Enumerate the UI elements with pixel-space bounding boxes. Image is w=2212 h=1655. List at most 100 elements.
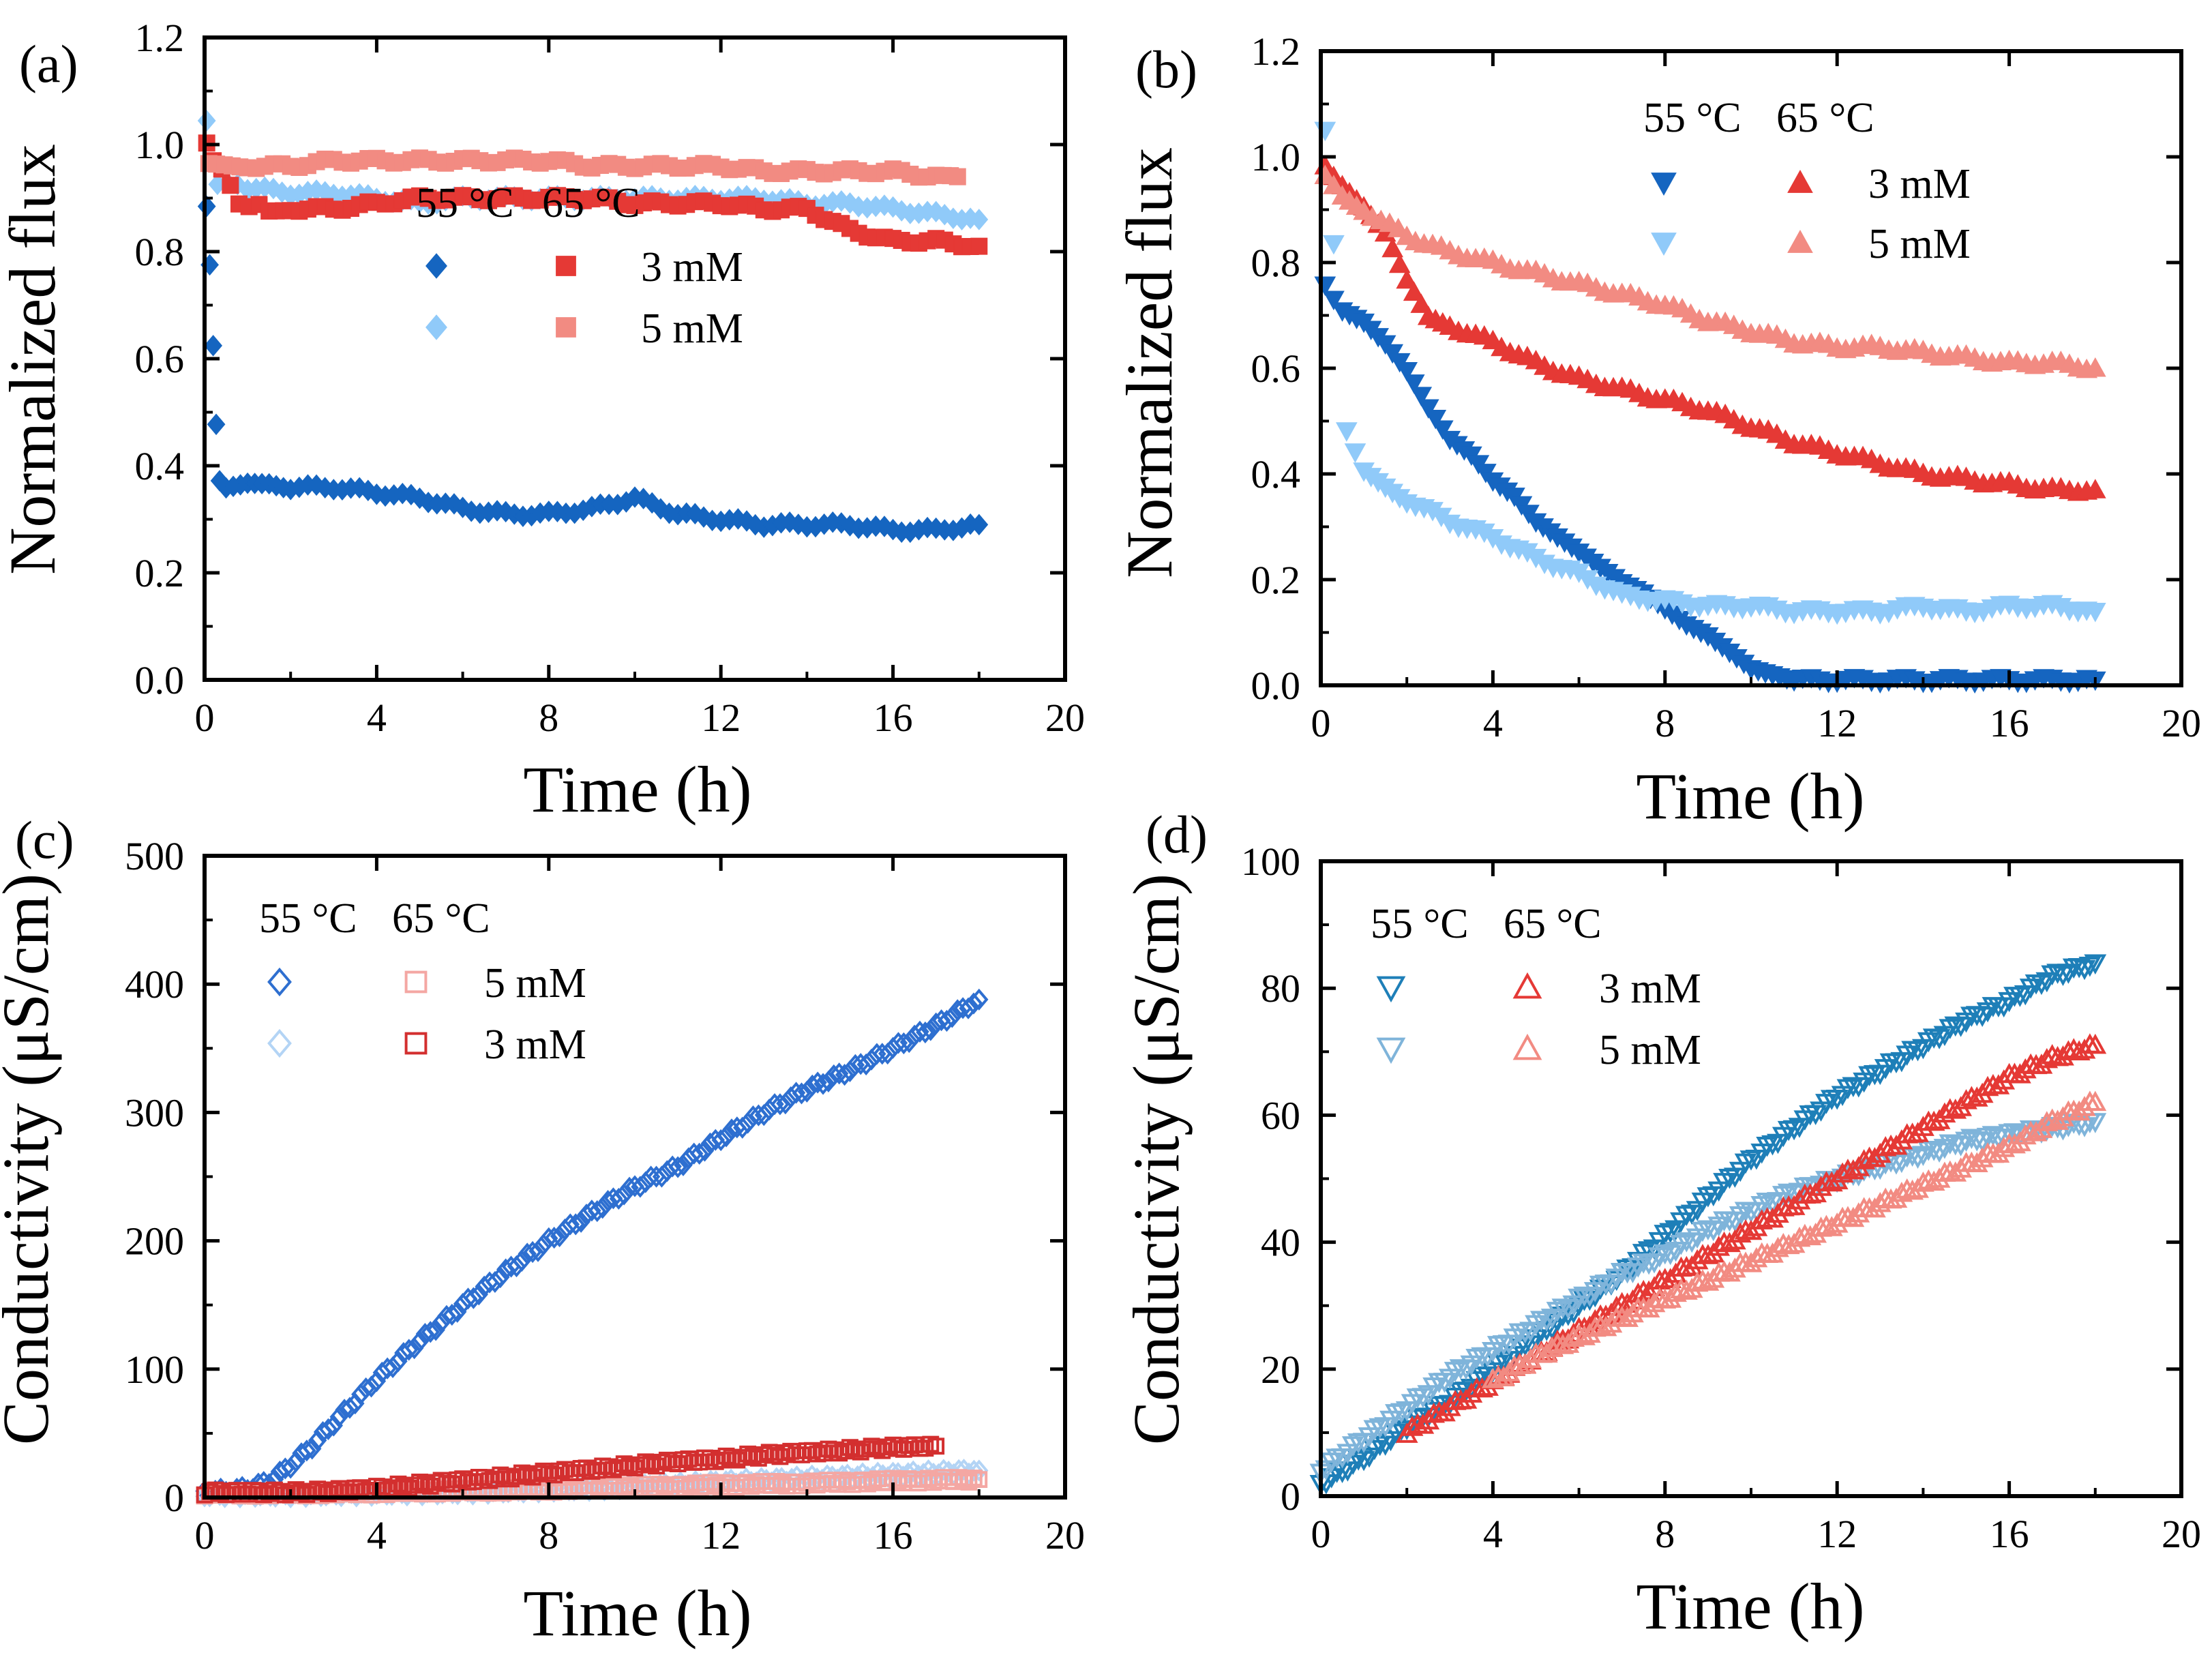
x-tick-label: 8 xyxy=(1655,1512,1675,1556)
data-point xyxy=(1761,1242,1784,1263)
legend-marker-65 xyxy=(1787,229,1813,253)
data-point xyxy=(631,1176,650,1198)
legend-label: 5 mM xyxy=(1868,221,1971,267)
y-tick-label: 0.0 xyxy=(1251,664,1301,708)
data-point xyxy=(1654,1225,1677,1245)
data-point xyxy=(717,1125,736,1148)
data-point xyxy=(1535,1311,1558,1332)
legend-marker-55 xyxy=(425,314,447,340)
series-b-1 xyxy=(1314,121,2106,625)
data-point xyxy=(1344,443,1366,463)
data-point xyxy=(1761,1193,1784,1214)
legend-marker-65 xyxy=(1512,972,1542,999)
series-d-3 xyxy=(1482,1090,2107,1388)
data-point xyxy=(1820,1216,1843,1236)
data-point xyxy=(934,1459,953,1481)
x-tick-label: 20 xyxy=(2162,701,2201,745)
data-point xyxy=(1403,281,1425,301)
data-point xyxy=(551,1462,568,1480)
data-point xyxy=(948,168,966,185)
y-tick-label: 80 xyxy=(1261,966,1300,1011)
data-point xyxy=(1718,1232,1741,1253)
data-marks-a xyxy=(197,110,989,543)
data-point xyxy=(454,1470,471,1488)
data-point xyxy=(777,1444,794,1461)
y-tick-label: 0.8 xyxy=(135,230,185,274)
data-point xyxy=(863,1437,880,1455)
data-point xyxy=(906,1436,923,1454)
x-axis-label-a: Time (h) xyxy=(523,753,751,826)
data-point xyxy=(1323,175,1345,194)
data-point xyxy=(674,1154,693,1176)
data-point xyxy=(1739,1252,1763,1272)
data-point xyxy=(680,1450,698,1467)
data-point xyxy=(1535,1342,1558,1363)
data-point xyxy=(1600,1312,1623,1333)
data-point xyxy=(1486,1354,1510,1375)
data-point xyxy=(702,1449,719,1467)
data-point xyxy=(1761,1135,1784,1156)
y-tick-label: 0.4 xyxy=(135,444,185,488)
data-point xyxy=(2078,956,2102,977)
x-tick-label: 8 xyxy=(1655,701,1675,745)
data-point xyxy=(523,1240,542,1264)
x-tick-label: 16 xyxy=(1990,1512,2029,1556)
y-tick-label: 1.0 xyxy=(1251,135,1301,179)
data-point xyxy=(545,1226,564,1249)
data-point xyxy=(776,1092,795,1115)
y-tick-label: 1.0 xyxy=(135,123,185,167)
x-axis-label-d: Time (h) xyxy=(1636,1570,1864,1643)
data-point xyxy=(512,1249,532,1272)
data-point xyxy=(1691,1221,1714,1242)
data-point xyxy=(1836,1079,1859,1100)
panel-b: (b) Normalized flux Time (h) 0 4 8 12 16 20 0.… xyxy=(1113,29,2201,833)
data-point xyxy=(918,1459,938,1482)
panel-label-b: (b) xyxy=(1135,40,1197,99)
data-point xyxy=(668,1156,687,1178)
data-point xyxy=(949,1459,968,1481)
panel-a: (a) Normalized flux Time (h) 0 4 8 12 16 20 0.… xyxy=(0,16,1085,826)
data-point xyxy=(432,1311,451,1334)
data-point xyxy=(2057,1040,2080,1060)
data-point xyxy=(970,209,989,230)
ticks-c xyxy=(203,854,1067,1500)
data-point xyxy=(1431,420,1454,440)
x-tick-label: 0 xyxy=(1311,701,1331,745)
data-point xyxy=(1842,1159,1865,1180)
legend-header-65: 65 °C xyxy=(542,180,640,226)
data-point xyxy=(878,1042,897,1065)
data-point xyxy=(689,1142,709,1165)
y-tick-label: 300 xyxy=(125,1090,184,1135)
y-axis-label-b: Normalized flux xyxy=(1113,147,1186,578)
data-point xyxy=(835,1064,854,1086)
data-point xyxy=(1410,293,1433,313)
data-point xyxy=(2041,965,2064,986)
data-point xyxy=(507,1255,526,1278)
data-point xyxy=(1739,1219,1763,1240)
legend-label: 3 mM xyxy=(484,1022,586,1068)
data-point xyxy=(197,110,216,132)
y-tick-label: 400 xyxy=(125,962,184,1007)
data-point xyxy=(1939,1019,1962,1039)
data-point xyxy=(2046,964,2069,984)
data-marks-b xyxy=(1314,121,2106,694)
x-tick-label: 8 xyxy=(539,696,558,740)
data-point xyxy=(578,1459,595,1477)
x-tick-label: 4 xyxy=(1483,1512,1503,1556)
data-point xyxy=(281,1457,300,1479)
data-point xyxy=(1922,1141,1945,1161)
data-point xyxy=(485,1270,505,1294)
y-tick-label: 20 xyxy=(1261,1347,1300,1392)
data-point xyxy=(1546,1302,1569,1322)
x-tick-label: 20 xyxy=(2162,1512,2201,1556)
data-point xyxy=(475,1469,493,1487)
data-point xyxy=(2008,987,2031,1007)
data-point xyxy=(1424,409,1447,430)
data-point xyxy=(1583,1316,1606,1337)
data-point xyxy=(324,1414,343,1437)
y-tick-label: 0.6 xyxy=(135,337,185,381)
x-tick-label: 16 xyxy=(1990,701,2029,745)
data-point xyxy=(637,1453,655,1471)
legend-label: 3 mM xyxy=(641,244,743,290)
